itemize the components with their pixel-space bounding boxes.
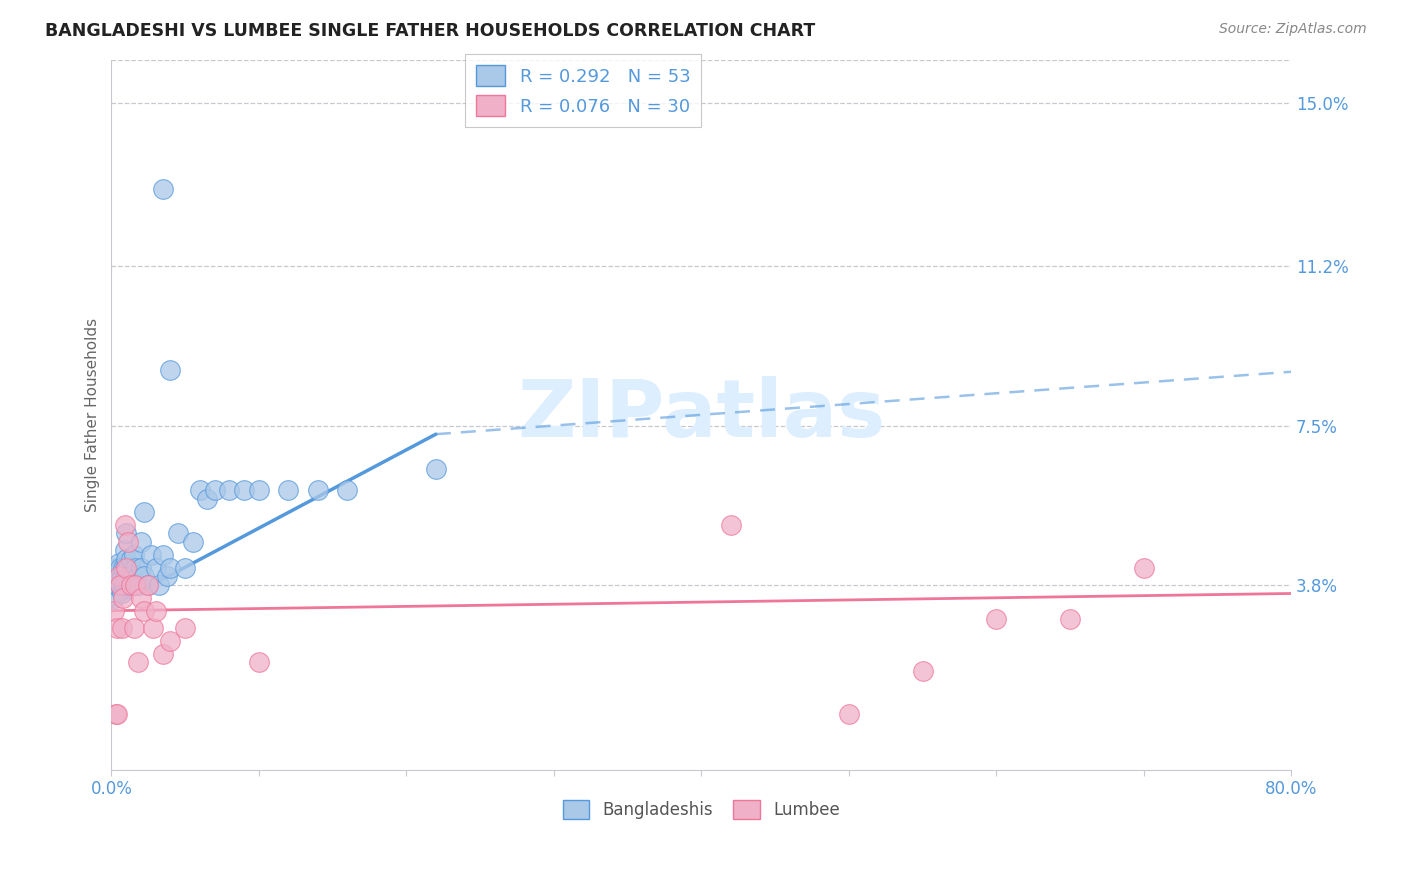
Point (336, 483, 359, 497)
Point (166, 526, 188, 541)
Point (117, 560, 139, 574)
Point (174, 560, 197, 574)
Point (188, 483, 211, 497)
Point (105, 578, 128, 592)
Point (148, 578, 170, 592)
Point (122, 548, 145, 562)
Point (114, 517, 136, 532)
Point (104, 578, 127, 592)
Point (132, 569, 155, 583)
Point (105, 706, 128, 721)
Point (111, 586, 134, 600)
Point (218, 483, 240, 497)
Point (111, 621, 134, 635)
Point (124, 578, 146, 592)
Point (112, 591, 135, 605)
Point (145, 604, 167, 618)
Point (145, 560, 167, 574)
Point (115, 552, 138, 566)
Point (174, 621, 197, 635)
Point (117, 578, 139, 592)
Point (110, 560, 132, 574)
Point (127, 656, 149, 670)
Text: BANGLADESHI VS LUMBEE SINGLE FATHER HOUSEHOLDS CORRELATION CHART: BANGLADESHI VS LUMBEE SINGLE FATHER HOUS… (45, 22, 815, 40)
Point (159, 633, 181, 648)
Point (152, 548, 174, 562)
Point (111, 569, 134, 583)
Point (1059, 612, 1081, 626)
Point (247, 483, 270, 497)
Point (720, 517, 742, 532)
Point (120, 578, 142, 592)
Point (132, 604, 155, 618)
Point (152, 647, 174, 661)
Point (114, 578, 136, 592)
Point (195, 491, 218, 506)
Point (204, 483, 226, 497)
Text: Source: ZipAtlas.com: Source: ZipAtlas.com (1219, 22, 1367, 37)
Point (110, 578, 132, 592)
Point (114, 543, 136, 558)
Point (115, 569, 138, 583)
Point (129, 534, 152, 549)
Point (115, 526, 138, 541)
Point (105, 560, 128, 574)
Point (122, 578, 145, 592)
Point (1132, 560, 1154, 574)
Point (307, 483, 329, 497)
Point (132, 505, 155, 519)
Legend: Bangladeshis, Lumbee: Bangladeshis, Lumbee (555, 793, 846, 826)
Point (114, 560, 136, 574)
Point (103, 604, 125, 618)
Point (103, 591, 125, 605)
Point (127, 569, 149, 583)
Point (112, 578, 135, 592)
Point (118, 569, 141, 583)
Point (107, 569, 129, 583)
Point (159, 362, 181, 376)
Point (105, 621, 128, 635)
Point (277, 483, 299, 497)
Point (112, 560, 135, 574)
Point (122, 621, 145, 635)
Point (159, 560, 181, 574)
Point (156, 569, 179, 583)
Point (120, 552, 142, 566)
Point (838, 706, 860, 721)
Point (141, 548, 163, 562)
Point (247, 656, 270, 670)
Point (121, 569, 143, 583)
Point (142, 621, 165, 635)
Point (107, 557, 129, 571)
Point (911, 664, 934, 678)
Point (115, 560, 138, 574)
Text: ZIPatlas: ZIPatlas (517, 376, 886, 454)
Point (425, 461, 447, 475)
Point (107, 569, 129, 583)
Point (136, 578, 159, 592)
Point (124, 560, 146, 574)
Point (104, 706, 127, 721)
Point (117, 534, 139, 549)
Point (233, 483, 256, 497)
Point (129, 591, 152, 605)
Point (110, 578, 132, 592)
Point (129, 560, 152, 574)
Point (181, 534, 204, 549)
Y-axis label: Single Father Households: Single Father Households (86, 318, 100, 512)
Point (152, 182, 174, 196)
Point (986, 612, 1008, 626)
Point (136, 578, 159, 592)
Point (128, 578, 150, 592)
Point (120, 578, 142, 592)
